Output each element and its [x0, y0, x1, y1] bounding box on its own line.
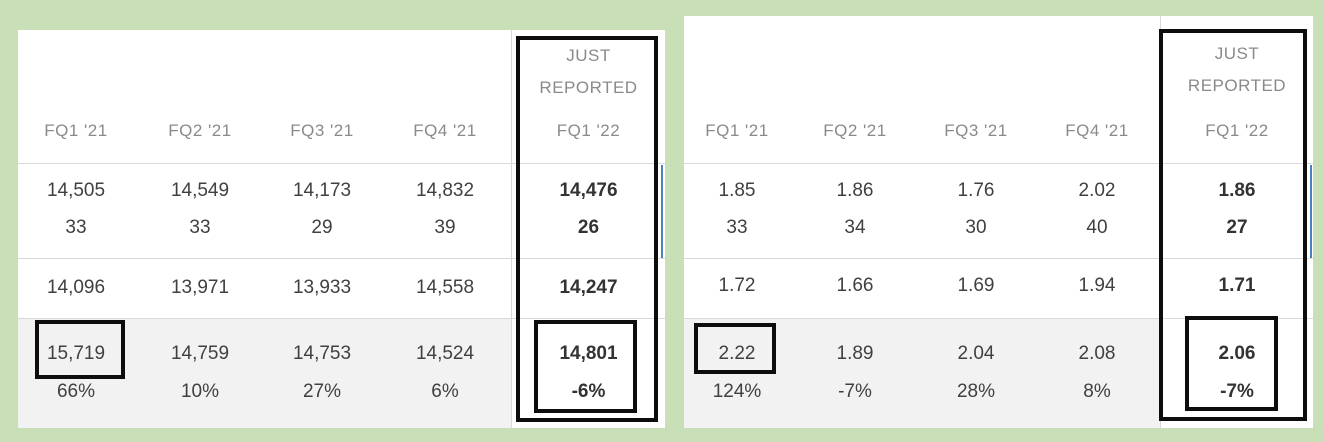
estimate-value: 14,476: [559, 180, 618, 201]
quarter-column: FQ2 '21 1.86 34 1.66 1.89 -7%: [802, 16, 908, 428]
surprise-percent: -7%: [1220, 381, 1254, 402]
analyst-count: 30: [965, 217, 987, 238]
annotation-box-reported-actual: [534, 320, 637, 413]
estimates-table-right: FQ1 '21 1.85 33 1.72 2.22 124% FQ2 '21 1…: [684, 16, 1313, 428]
actual-value: 2.08: [1078, 343, 1116, 364]
low-estimate: 1.71: [1218, 275, 1256, 296]
surprise-percent: 27%: [302, 381, 342, 402]
surprise-percent: 66%: [56, 381, 96, 402]
scroll-accent: [661, 165, 663, 258]
analyst-count: 33: [189, 217, 211, 238]
estimates-table-left: FQ1 '21 14,505 33 14,096 15,719 66% FQ2 …: [18, 30, 665, 428]
just-reported-label: REPORTED: [1187, 76, 1287, 95]
low-estimate: 13,971: [170, 277, 230, 298]
analyst-count: 33: [726, 217, 748, 238]
quarter-column: FQ3 '21 14,173 29 13,933 14,753 27%: [264, 30, 380, 428]
surprise-percent: 124%: [712, 381, 762, 402]
low-estimate: 1.69: [957, 275, 995, 296]
quarter-header: FQ2 '21: [823, 121, 887, 140]
surprise-percent: 10%: [180, 381, 220, 402]
row-divider: [684, 318, 1312, 319]
low-estimate: 1.72: [718, 275, 756, 296]
annotation-box-reported-column: [516, 36, 658, 422]
just-reported-label: JUST: [1214, 44, 1260, 63]
actual-value: 2.22: [718, 343, 756, 364]
just-reported-label: REPORTED: [539, 78, 638, 97]
analyst-count: 39: [434, 217, 456, 238]
quarter-column: FQ3 '21 1.76 30 1.69 2.04 28%: [923, 16, 1029, 428]
row-divider: [1161, 258, 1313, 259]
row-divider: [512, 318, 665, 319]
surprise-percent: 8%: [1083, 381, 1111, 402]
actual-value: 14,753: [292, 343, 352, 364]
actual-value: 14,524: [415, 343, 475, 364]
low-estimate: 1.66: [836, 275, 874, 296]
analyst-count: 34: [844, 217, 866, 238]
just-reported-label: JUST: [566, 46, 611, 65]
surprise-percent: -6%: [571, 381, 606, 402]
estimate-value: 14,173: [292, 180, 352, 201]
row-divider: [18, 258, 664, 259]
header-divider: [512, 163, 665, 164]
estimate-value: 1.76: [957, 180, 995, 201]
estimate-value: 14,832: [415, 180, 475, 201]
low-estimate: 13,933: [292, 277, 352, 298]
actual-value: 2.04: [957, 343, 995, 364]
actual-value: 14,759: [170, 343, 230, 364]
quarter-column: FQ4 '21 2.02 40 1.94 2.08 8%: [1044, 16, 1150, 428]
quarter-header: FQ4 '21: [413, 121, 477, 140]
surprise-percent: -7%: [838, 381, 872, 402]
actual-value: 14,801: [559, 343, 618, 364]
quarter-header: FQ1 '21: [705, 121, 769, 140]
low-estimate: 14,247: [559, 277, 618, 298]
row-divider: [684, 258, 1312, 259]
quarter-header: FQ1 '22: [556, 121, 621, 140]
actual-value: 1.89: [836, 343, 874, 364]
header-divider: [684, 163, 1312, 164]
actual-value: 15,719: [46, 343, 106, 364]
analyst-count: 26: [577, 217, 600, 238]
quarter-column: FQ4 '21 14,832 39 14,558 14,524 6%: [387, 30, 503, 428]
surprise-percent: 28%: [956, 381, 996, 402]
quarter-header: FQ3 '21: [944, 121, 1008, 140]
annotation-box-first-actual: [35, 320, 125, 379]
quarter-header: FQ3 '21: [290, 121, 354, 140]
surprise-percent: 6%: [431, 381, 459, 402]
analyst-count: 27: [1226, 217, 1248, 238]
row-divider: [512, 258, 665, 259]
quarter-header: FQ1 '21: [44, 121, 108, 140]
scroll-accent: [1310, 165, 1312, 258]
header-divider: [18, 163, 664, 164]
annotation-box-reported-actual: [1185, 316, 1278, 411]
low-estimate: 14,096: [46, 277, 106, 298]
quarter-column: FQ1 '21 14,505 33 14,096 15,719 66%: [18, 30, 134, 428]
low-estimate: 14,558: [415, 277, 475, 298]
analyst-count: 33: [65, 217, 87, 238]
quarter-column: FQ2 '21 14,549 33 13,971 14,759 10%: [142, 30, 258, 428]
analyst-count: 29: [311, 217, 333, 238]
estimate-value: 14,505: [46, 180, 106, 201]
actual-value: 2.06: [1218, 343, 1256, 364]
analyst-count: 40: [1086, 217, 1108, 238]
annotation-box-reported-column: [1159, 29, 1307, 421]
estimate-value: 2.02: [1078, 180, 1116, 201]
estimate-value: 1.85: [718, 180, 756, 201]
estimate-value: 14,549: [170, 180, 230, 201]
estimate-value: 1.86: [1218, 180, 1256, 201]
quarter-header: FQ1 '22: [1205, 121, 1269, 140]
low-estimate: 1.94: [1078, 275, 1116, 296]
estimate-value: 1.86: [836, 180, 874, 201]
header-divider: [1161, 163, 1313, 164]
quarter-header: FQ4 '21: [1065, 121, 1129, 140]
quarter-column: FQ1 '21 1.85 33 1.72 2.22 124%: [684, 16, 790, 428]
quarter-header: FQ2 '21: [168, 121, 232, 140]
row-divider: [18, 318, 664, 319]
annotation-box-first-actual: [694, 323, 776, 374]
